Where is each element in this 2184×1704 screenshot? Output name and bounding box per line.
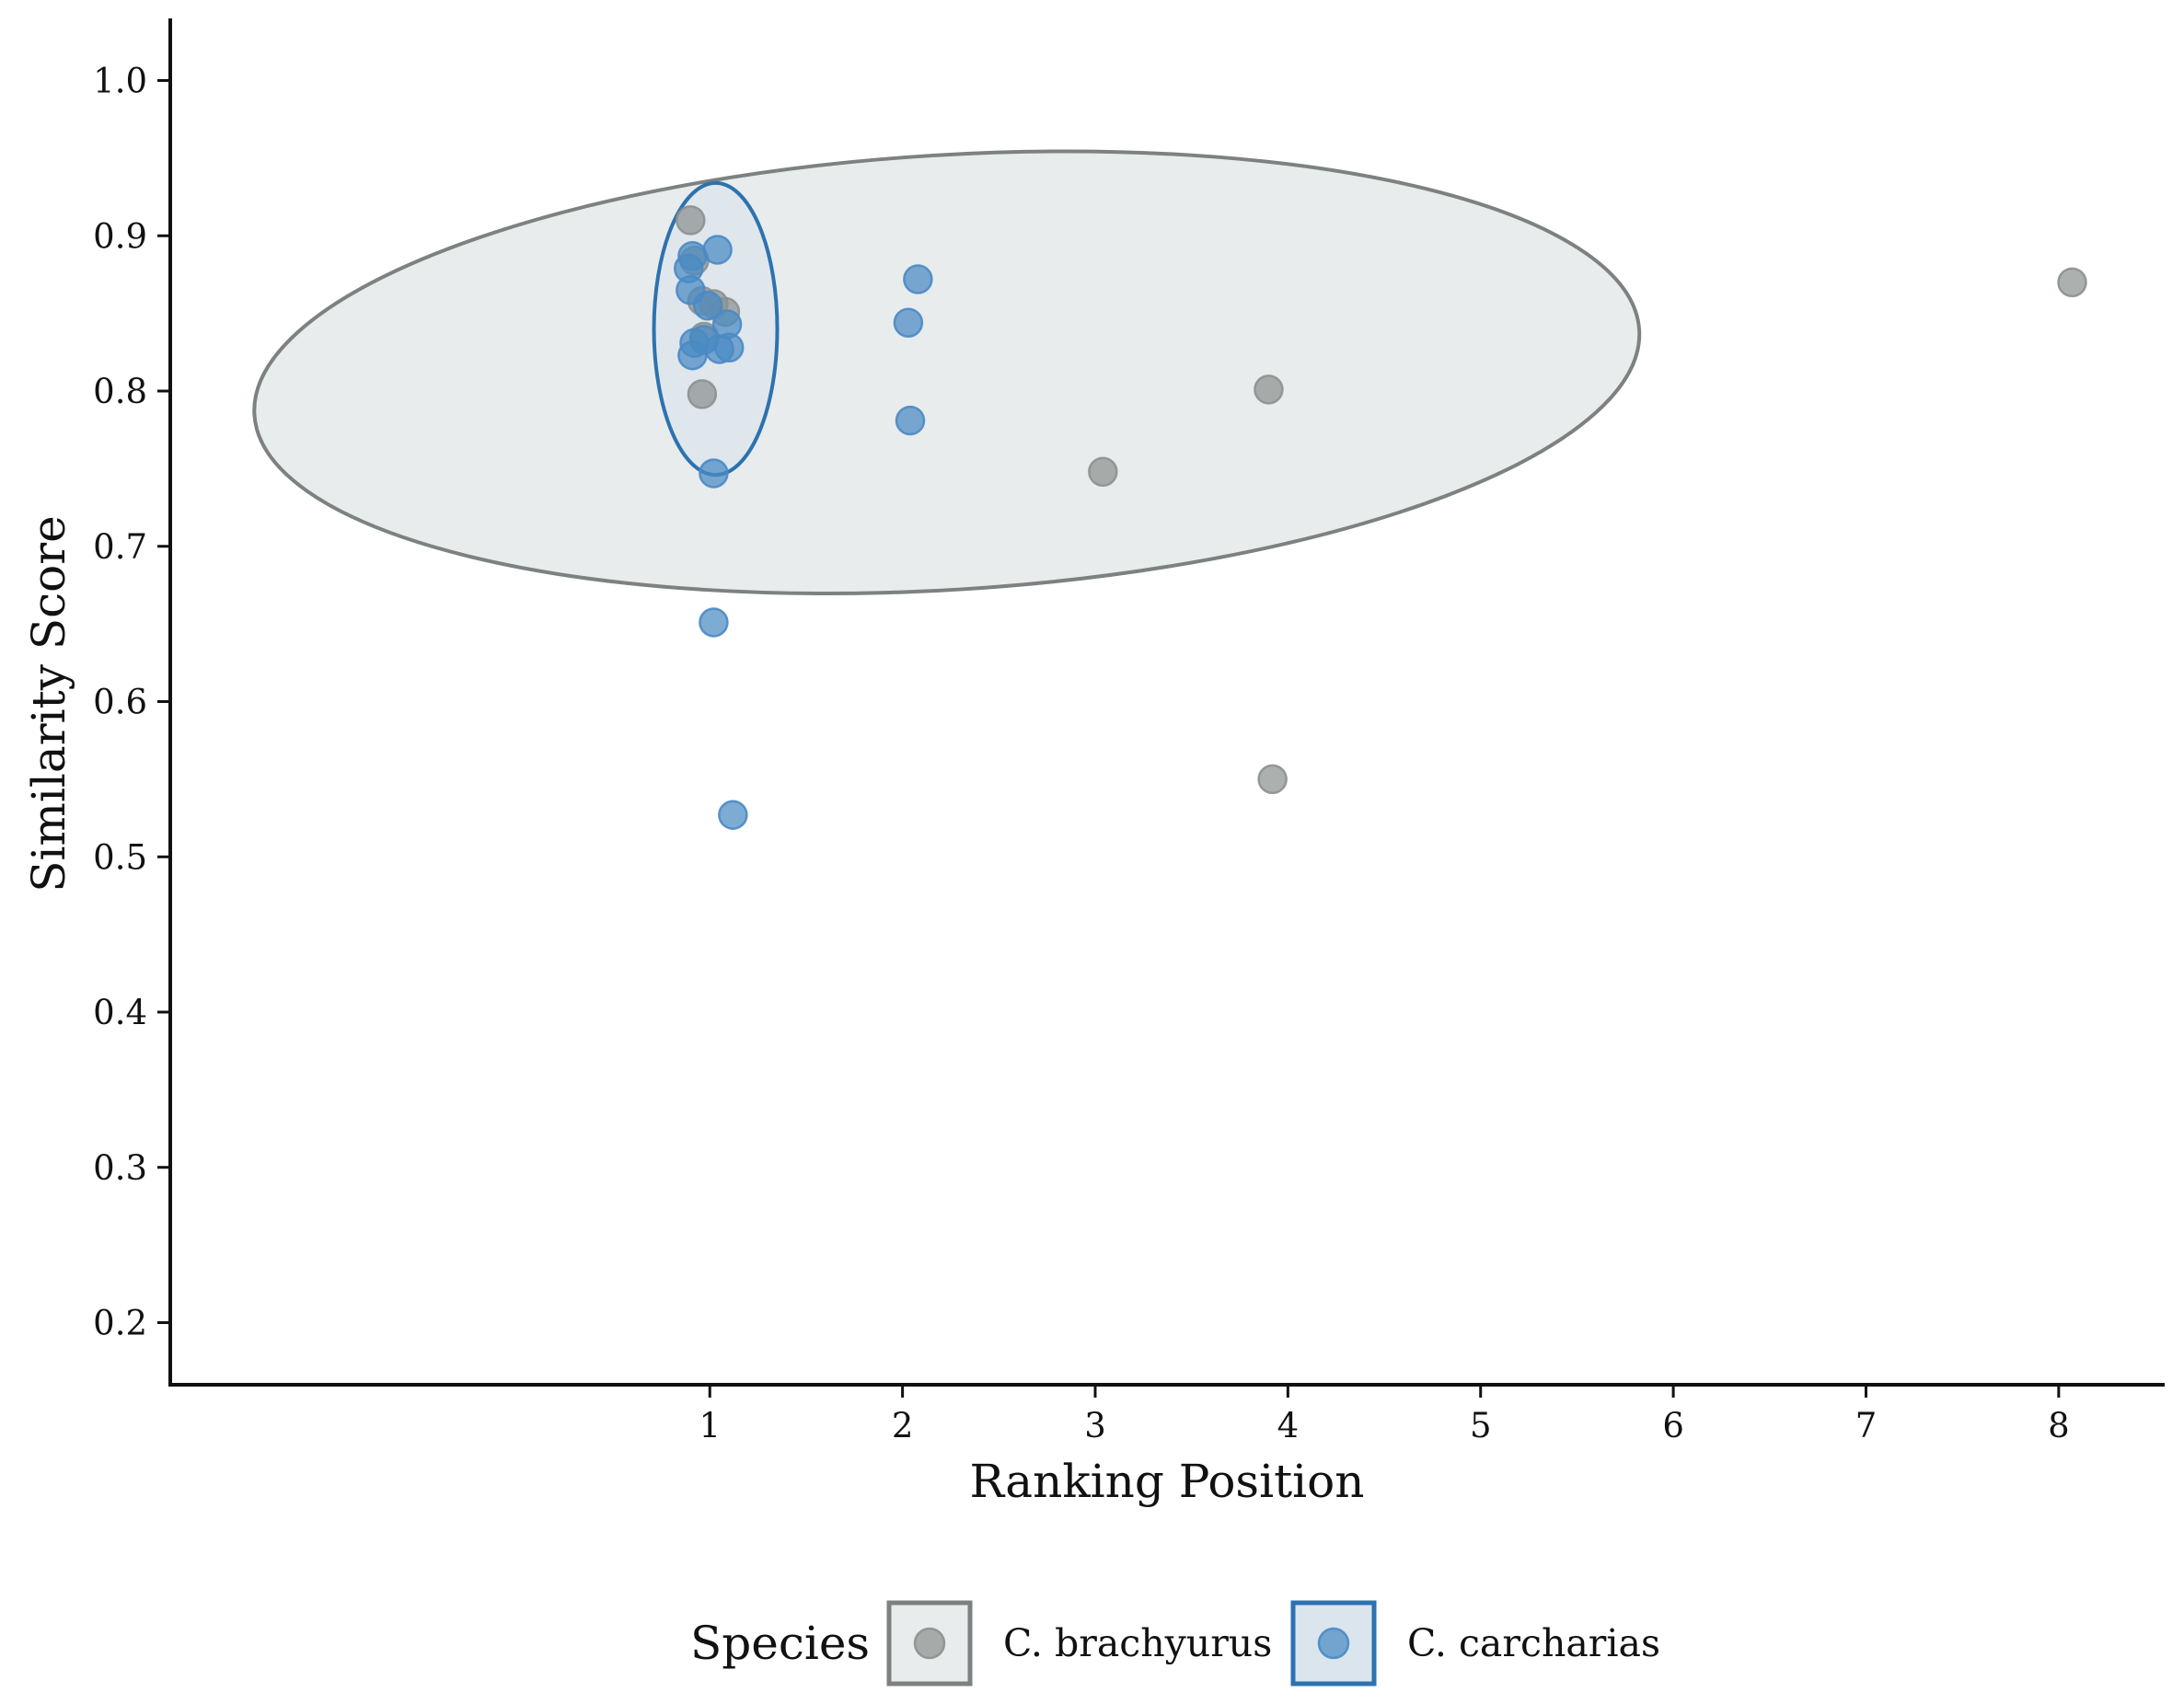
- y-tick-label: 0.8: [93, 372, 147, 411]
- x-axis-title: Ranking Position: [970, 1455, 1365, 1508]
- legend-title: Species: [690, 1617, 870, 1670]
- x-tick-label: 3: [1084, 1406, 1106, 1445]
- data-point-c-brachyurus: [1088, 456, 1118, 487]
- y-tick-label: 0.9: [93, 216, 147, 256]
- data-point-c-brachyurus: [2057, 267, 2087, 298]
- y-tick-label: 0.5: [93, 837, 147, 877]
- x-tick-label: 1: [699, 1406, 721, 1445]
- data-point-c-brachyurus: [676, 205, 706, 236]
- x-ticks: 1 2 3 4 5 6 7 8: [699, 1385, 2070, 1445]
- x-tick-label: 6: [1662, 1406, 1684, 1445]
- y-tick-label: 1.0: [93, 62, 147, 101]
- y-tick-label: 0.3: [93, 1148, 147, 1188]
- data-point-c-carcharias: [893, 307, 924, 338]
- y-axis-title: Similarity Score: [22, 515, 75, 892]
- data-point-c-carcharias: [895, 405, 926, 436]
- data-point-c-brachyurus: [1257, 764, 1288, 795]
- data-point-c-carcharias: [903, 264, 933, 294]
- y-ticks: 0.2 0.3 0.4 0.5 0.6 0.7 0.8 0.9 1.0: [93, 62, 170, 1343]
- points-layer: [673, 205, 2087, 830]
- data-point-c-carcharias: [718, 800, 748, 830]
- legend-key-point: [913, 1627, 946, 1660]
- data-point-c-brachyurus: [687, 379, 718, 409]
- data-point-c-carcharias: [713, 332, 745, 363]
- data-point-c-carcharias: [699, 458, 729, 489]
- data-point-c-carcharias: [692, 290, 723, 321]
- legend: Species C. brachyurus C. carcharias: [690, 1600, 1660, 1687]
- data-point-c-brachyurus: [1254, 374, 1284, 405]
- y-tick-label: 0.7: [93, 527, 147, 567]
- y-tick-label: 0.6: [93, 683, 147, 722]
- x-tick-label: 8: [2048, 1406, 2070, 1445]
- y-tick-label: 0.2: [93, 1304, 147, 1343]
- x-tick-label: 5: [1470, 1406, 1492, 1445]
- x-tick-label: 4: [1277, 1406, 1300, 1445]
- data-point-c-carcharias: [677, 240, 708, 271]
- ellipse-c-brachyurus: [252, 149, 1642, 596]
- legend-entry-label: C. carcharias: [1407, 1621, 1660, 1665]
- x-tick-label: 7: [1855, 1406, 1878, 1445]
- data-point-c-carcharias: [699, 607, 729, 638]
- data-point-c-carcharias: [702, 235, 733, 265]
- legend-entry-label: C. brachyurus: [1003, 1621, 1272, 1665]
- y-tick-label: 0.4: [93, 993, 147, 1032]
- legend-key-point: [1317, 1627, 1350, 1660]
- x-tick-label: 2: [892, 1406, 914, 1445]
- ellipse-layer: [252, 149, 1642, 596]
